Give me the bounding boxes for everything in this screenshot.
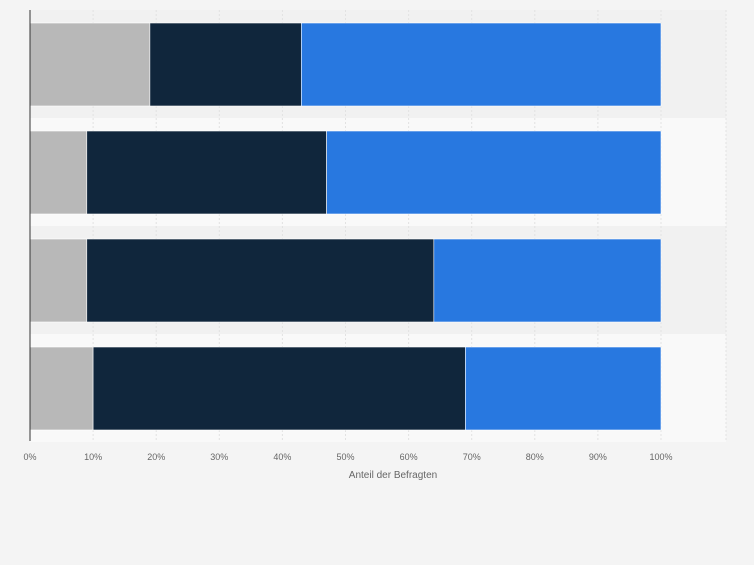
- x-tick-label: 100%: [649, 452, 672, 462]
- x-tick-label: 60%: [400, 452, 418, 462]
- x-tick-label: 20%: [147, 452, 165, 462]
- bar-segment: [301, 22, 662, 107]
- bar-segment: [86, 130, 327, 215]
- bar-segment: [86, 238, 435, 323]
- x-tick-label: 30%: [210, 452, 228, 462]
- x-tick-label: 0%: [23, 452, 36, 462]
- x-tick-label: 90%: [589, 452, 607, 462]
- x-tick-label: 40%: [273, 452, 291, 462]
- bar-segment: [29, 346, 94, 431]
- x-tick-label: 10%: [84, 452, 102, 462]
- x-tick-labels: 0% 10% 20% 30% 40% 50% 60% 70% 80% 90% 100%: [23, 452, 672, 462]
- bar-segment: [29, 238, 88, 323]
- x-tick-label: 80%: [526, 452, 544, 462]
- bar-segment: [29, 22, 151, 107]
- bar-segment: [433, 238, 662, 323]
- x-tick-label: 70%: [463, 452, 481, 462]
- bar-segment: [465, 346, 662, 431]
- x-tick-label: 50%: [336, 452, 354, 462]
- bar-segment: [326, 130, 662, 215]
- bar-segment: [149, 22, 302, 107]
- bar-segment: [92, 346, 466, 431]
- bar-group: [29, 22, 662, 431]
- bar-segment: [29, 130, 88, 215]
- x-axis-title: Anteil der Befragten: [349, 470, 437, 481]
